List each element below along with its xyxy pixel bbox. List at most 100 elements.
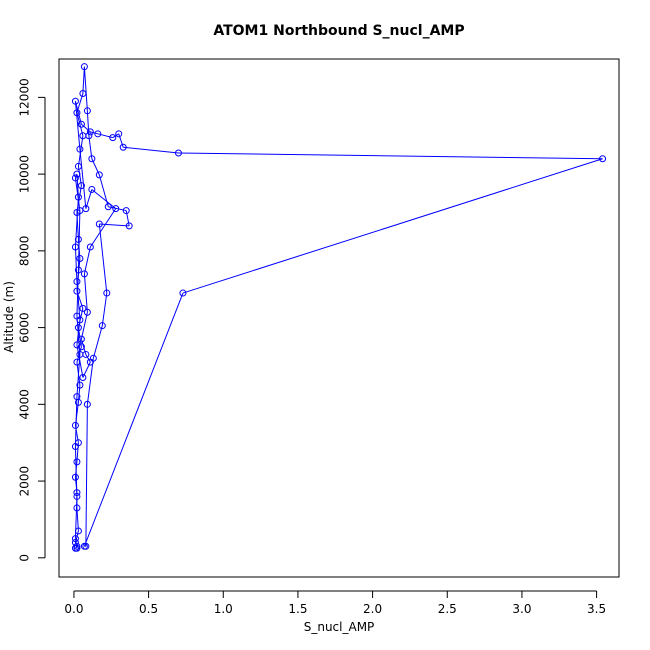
series-segment (83, 246, 91, 274)
data-point (73, 393, 81, 401)
data-point (73, 312, 81, 320)
data-point (83, 107, 91, 115)
x-tick-label: 0.0 (64, 602, 83, 616)
data-point (76, 255, 84, 263)
data-point (125, 222, 133, 230)
data-point (73, 458, 81, 466)
data-point (80, 542, 88, 550)
data-point (74, 235, 82, 243)
y-tick-label: 8000 (18, 236, 32, 267)
x-axis: 0.0 0.5 1.0 1.5 2.0 2.5 3.0 3.5 (64, 590, 606, 616)
y-axis-label: Altitude (m) (2, 281, 16, 353)
data-point (77, 120, 85, 128)
data-point (174, 149, 182, 157)
data-point (83, 400, 91, 408)
x-tick-label: 0.5 (139, 602, 158, 616)
series-segment (77, 210, 81, 271)
x-tick-label: 3.5 (587, 602, 606, 616)
series-segment (82, 66, 85, 94)
series-segment (86, 358, 94, 405)
series-segment (80, 312, 88, 340)
data-point (73, 287, 81, 295)
data-point (103, 289, 111, 297)
data-point (73, 358, 81, 366)
data-point (73, 489, 81, 497)
series-segment (112, 133, 120, 139)
y-tick-label: 0 (18, 554, 32, 562)
data-point (86, 128, 94, 136)
series-segment (88, 135, 93, 159)
data-point (79, 373, 87, 381)
series-segment (101, 292, 108, 326)
series-segment (76, 112, 84, 136)
data-point (71, 443, 79, 451)
x-tick-label: 3.0 (512, 602, 531, 616)
chart-title: ATOM1 Northbound S_nucl_AMP (213, 23, 464, 39)
series-segment (76, 174, 79, 198)
series-segment (74, 101, 82, 125)
data-point (73, 544, 81, 552)
data-point (71, 535, 79, 543)
data-point (76, 350, 84, 358)
x-axis-label: S_nucl_AMP (304, 620, 375, 634)
data-point (109, 134, 117, 142)
series-segment (74, 101, 81, 150)
data-point (73, 542, 81, 550)
series-segment (123, 146, 179, 154)
series-segment (76, 316, 81, 355)
data-point (80, 270, 88, 278)
data-point (104, 203, 112, 211)
data-point (95, 220, 103, 228)
data-point (71, 473, 79, 481)
data-point (179, 289, 187, 297)
data-point (86, 358, 94, 366)
y-axis: 0 2000 4000 6000 8000 10000 12000 (18, 78, 46, 562)
data-point (73, 170, 81, 178)
data-point (73, 341, 81, 349)
data-point (86, 243, 94, 251)
series-segment (90, 131, 98, 135)
series-segment (178, 152, 603, 160)
series-segment (74, 246, 78, 282)
series-group (71, 63, 607, 552)
y-tick-label: 10000 (18, 155, 32, 193)
x-tick-label: 1.5 (288, 602, 307, 616)
data-point (73, 492, 81, 500)
series-segment (91, 189, 117, 210)
y-tick-label: 6000 (18, 312, 32, 343)
series-segment (76, 507, 79, 531)
x-tick-label: 2.0 (363, 602, 382, 616)
data-point (73, 109, 81, 117)
data-point (76, 207, 84, 215)
series-segment (83, 273, 88, 313)
data-point (71, 421, 79, 429)
data-point (77, 343, 85, 351)
y-tick-label: 12000 (18, 78, 32, 116)
data-point (77, 182, 85, 190)
series-segment (92, 325, 103, 359)
data-point (76, 145, 84, 153)
x-tick-label: 1.0 (214, 602, 233, 616)
series-segment (182, 158, 603, 294)
data-point (74, 527, 82, 535)
data-point (85, 132, 93, 140)
data-point (73, 278, 81, 286)
data-point (83, 308, 91, 316)
series-segment (83, 292, 184, 547)
series-segment (76, 270, 79, 317)
data-point (77, 335, 85, 343)
series-segment (98, 223, 108, 294)
data-point (71, 243, 79, 251)
plot-frame (58, 58, 620, 578)
data-point (122, 207, 130, 215)
data-point (79, 304, 87, 312)
data-point (599, 155, 607, 163)
series-segment (77, 135, 84, 167)
data-point (71, 174, 79, 182)
data-point (95, 171, 103, 179)
data-point (88, 155, 96, 163)
data-point (112, 205, 120, 213)
data-point (74, 324, 82, 332)
data-point (119, 143, 127, 151)
